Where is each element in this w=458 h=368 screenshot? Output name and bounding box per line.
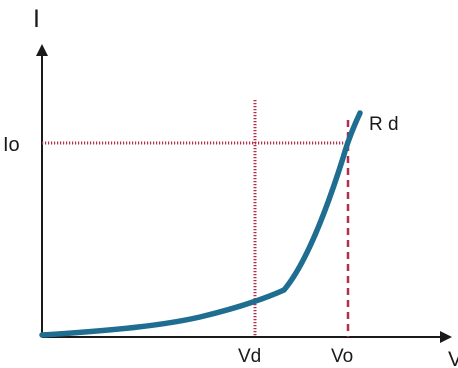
vd-label: Vd — [238, 346, 261, 367]
iv-curve — [39, 110, 363, 338]
y-axis-label: I — [33, 5, 40, 33]
x-axis-label: V — [448, 348, 458, 368]
vo-label: Vo — [331, 346, 353, 367]
io-label: Io — [3, 134, 20, 156]
rd-curve-label: R d — [369, 114, 399, 135]
